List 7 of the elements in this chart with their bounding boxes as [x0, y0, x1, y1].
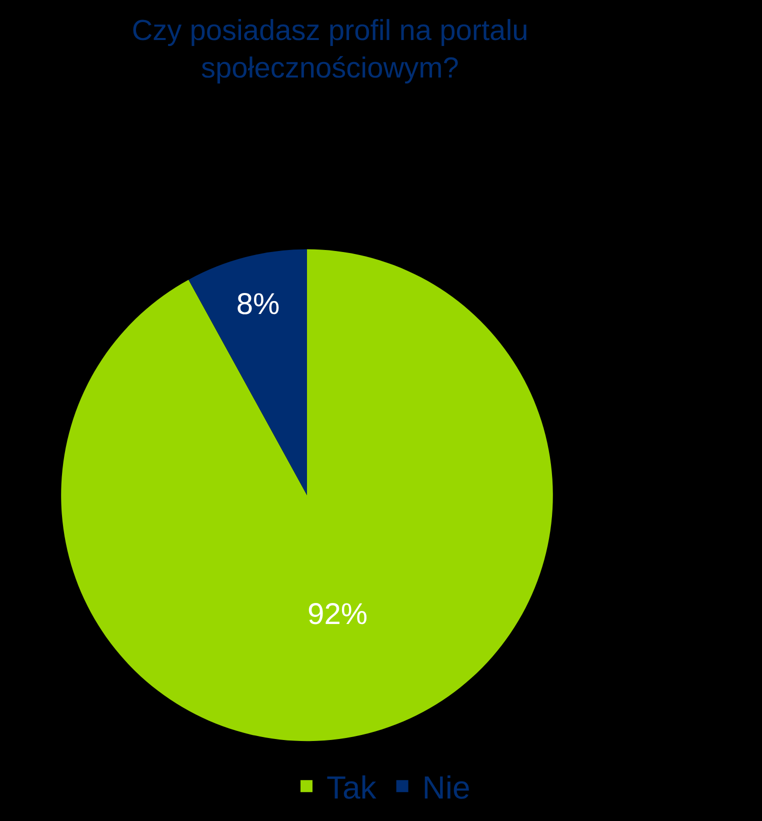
pie-slice: [61, 249, 553, 741]
data-label: 8%: [236, 288, 280, 321]
chart-title: Czy posiadasz profil na portalu społecznościowym?: [132, 15, 528, 85]
legend-label: Nie: [422, 770, 470, 806]
data-label: 92%: [308, 598, 368, 631]
pie-slice: [188, 249, 307, 496]
legend-label: Tak: [326, 770, 378, 806]
